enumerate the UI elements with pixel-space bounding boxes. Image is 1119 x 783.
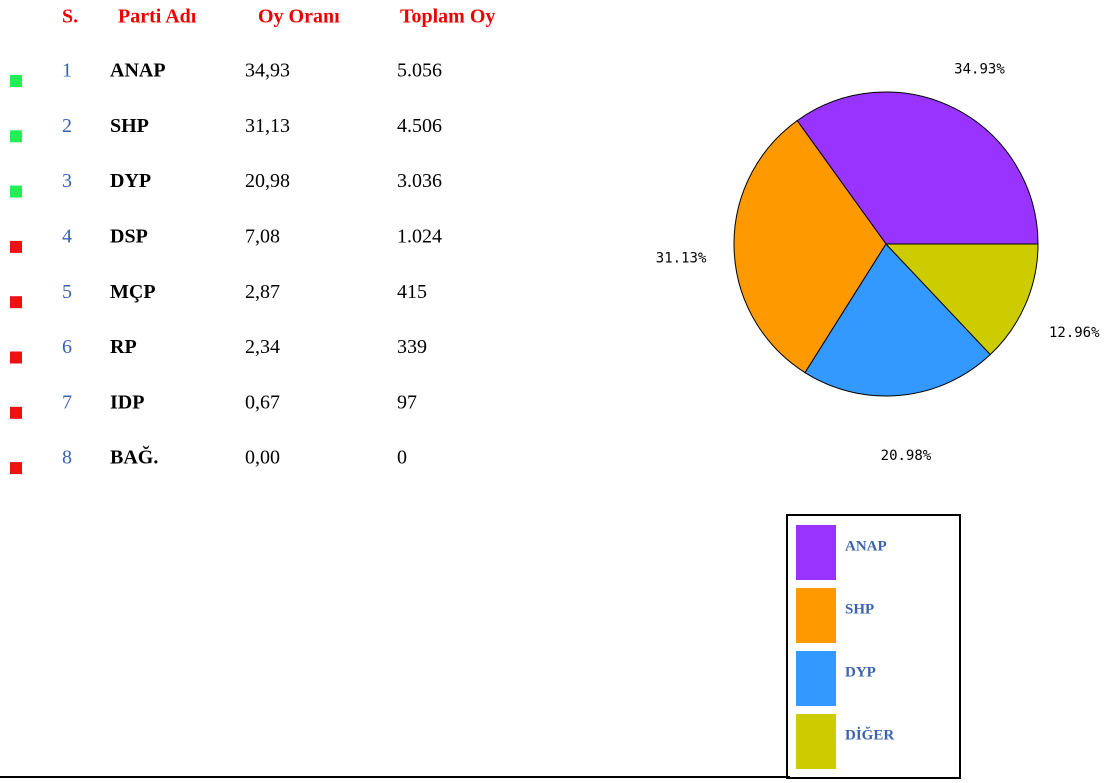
column-header: S.	[62, 6, 78, 28]
vote-ratio: 0,67	[245, 391, 280, 413]
legend-swatch	[796, 714, 836, 769]
legend-label: DYP	[845, 664, 876, 680]
party-name: SHP	[110, 115, 149, 137]
row-number: 6	[62, 336, 72, 358]
vote-total: 339	[397, 336, 427, 358]
vote-ratio: 7,08	[245, 225, 280, 247]
status-indicator	[10, 296, 22, 309]
status-indicator	[10, 240, 22, 253]
party-name: DSP	[110, 225, 148, 247]
row-number: 3	[62, 170, 72, 192]
party-name: RP	[110, 336, 137, 358]
row-number: 5	[62, 281, 72, 303]
vote-ratio: 2,34	[245, 336, 280, 358]
legend-swatch	[796, 588, 836, 643]
status-indicator	[10, 406, 22, 419]
row-number: 1	[62, 60, 72, 82]
status-indicator	[10, 75, 22, 87]
row-number: 2	[62, 115, 72, 137]
vote-total: 4.506	[397, 115, 442, 137]
party-name: IDP	[110, 391, 144, 413]
party-name: DYP	[110, 170, 151, 192]
party-name: MÇP	[110, 281, 156, 303]
row-number: 7	[62, 391, 72, 413]
status-indicator	[10, 351, 22, 364]
vote-total: 97	[397, 391, 417, 413]
vote-ratio: 0,00	[245, 447, 280, 469]
vote-total: 415	[397, 281, 427, 303]
vote-total: 5.056	[397, 60, 442, 82]
column-header: Toplam Oy	[400, 6, 495, 28]
column-header: Oy Oranı	[258, 6, 340, 28]
vote-ratio: 34,93	[245, 60, 290, 82]
pie-slice	[733, 119, 887, 374]
vote-total: 1.024	[397, 225, 442, 247]
pie-slice	[796, 91, 1039, 245]
column-header: Parti Adı	[118, 6, 197, 28]
pie-slice	[804, 243, 992, 397]
legend-label: DİĞER	[845, 726, 894, 743]
row-number: 8	[62, 447, 72, 469]
status-indicator	[10, 185, 22, 198]
vote-ratio: 2,87	[245, 281, 280, 303]
status-indicator	[10, 130, 22, 143]
pie-slice	[884, 243, 1039, 356]
party-name: BAĞ.	[110, 445, 158, 469]
party-name: ANAP	[110, 60, 166, 82]
vote-ratio: 20,98	[245, 170, 290, 192]
row-number: 4	[62, 225, 72, 247]
vote-ratio: 31,13	[245, 115, 290, 137]
slice-label: 31.13%	[656, 250, 707, 266]
legend-swatch	[796, 525, 836, 580]
legend-swatch	[796, 651, 836, 706]
legend-label: SHP	[845, 601, 874, 617]
vote-total: 0	[397, 447, 407, 469]
legend-box	[786, 514, 961, 779]
legend-label: ANAP	[845, 538, 887, 554]
slice-label: 20.98%	[881, 448, 932, 464]
vote-total: 3.036	[397, 170, 442, 192]
status-indicator	[10, 462, 22, 475]
slice-label: 12.96%	[1049, 325, 1100, 341]
slice-label: 34.93%	[954, 62, 1005, 78]
